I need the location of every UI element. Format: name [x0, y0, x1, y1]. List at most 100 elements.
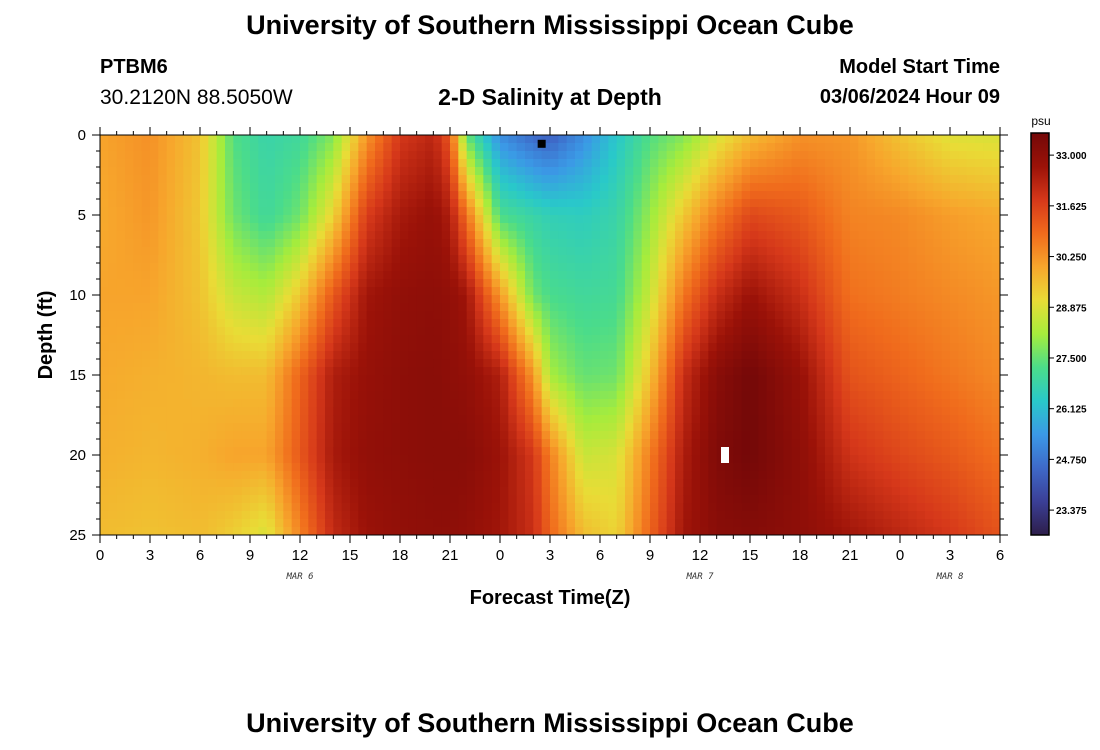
heatmap-cell [625, 455, 634, 464]
heatmap-cell [375, 255, 384, 264]
heatmap-cell [591, 359, 601, 368]
heatmap-cell [333, 527, 343, 535]
heatmap-cell [275, 359, 284, 368]
heatmap-cell [550, 271, 559, 280]
heatmap-cell [275, 423, 284, 432]
heatmap-cell [716, 231, 726, 240]
heatmap-cell [441, 359, 451, 368]
heatmap-cell [341, 191, 351, 200]
heatmap-cell [633, 519, 643, 528]
heatmap-cell [825, 175, 834, 184]
heatmap-cell [883, 511, 893, 520]
heatmap-cell [275, 447, 284, 456]
heatmap-cell [500, 391, 509, 400]
heatmap-cell [516, 215, 526, 224]
heatmap-cell [683, 527, 693, 535]
heatmap-cell [625, 423, 634, 432]
heatmap-cell [716, 263, 726, 272]
heatmap-cell [225, 311, 234, 320]
heatmap-cell [275, 239, 284, 248]
heatmap-cell [391, 391, 401, 400]
heatmap-cell [366, 471, 376, 480]
heatmap-cell [225, 479, 234, 488]
heatmap-cell [825, 287, 834, 296]
heatmap-cell [516, 239, 526, 248]
heatmap-cell [891, 255, 901, 264]
heatmap-cell [666, 503, 676, 512]
heatmap-cell [525, 279, 534, 288]
heatmap-cell [300, 295, 309, 304]
heatmap-cell [416, 327, 426, 336]
heatmap-cell [366, 255, 376, 264]
heatmap-cell [808, 447, 818, 456]
heatmap-cell [875, 215, 884, 224]
heatmap-cell [800, 527, 809, 535]
heatmap-cell [100, 303, 109, 312]
heatmap-cell [658, 431, 668, 440]
heatmap-cell [900, 447, 909, 456]
heatmap-cell [858, 527, 868, 535]
heatmap-cell [650, 231, 659, 240]
heatmap-cell [416, 231, 426, 240]
heatmap-cell [775, 351, 784, 360]
heatmap-cell [900, 439, 909, 448]
heatmap-cell [358, 519, 368, 528]
heatmap-cell [925, 375, 934, 384]
heatmap-cell [408, 383, 418, 392]
heatmap-cell [891, 527, 901, 535]
heatmap-cell [108, 391, 118, 400]
heatmap-cell [516, 175, 526, 184]
heatmap-cell [683, 359, 693, 368]
heatmap-cell [125, 487, 134, 496]
heatmap-cell [816, 263, 826, 272]
heatmap-cell [375, 447, 384, 456]
heatmap-cell [541, 239, 551, 248]
heatmap-cell [233, 359, 243, 368]
heatmap-cell [925, 399, 934, 408]
heatmap-cell [100, 319, 109, 328]
heatmap-cell [275, 479, 284, 488]
heatmap-cell [616, 319, 626, 328]
heatmap-cell [600, 399, 609, 408]
heatmap-cell [625, 519, 634, 528]
heatmap-cell [141, 423, 151, 432]
heatmap-cell [383, 383, 393, 392]
heatmap-cell [175, 151, 184, 160]
heatmap-cell [800, 487, 809, 496]
heatmap-cell [508, 495, 518, 504]
heatmap-cell [733, 351, 743, 360]
heatmap-cell [291, 223, 301, 232]
heatmap-cell [225, 151, 234, 160]
heatmap-cell [608, 311, 618, 320]
heatmap-cell [358, 207, 368, 216]
heatmap-cell [475, 303, 484, 312]
heatmap-cell [241, 255, 251, 264]
heatmap-cell [633, 399, 643, 408]
heatmap-cell [291, 471, 301, 480]
heatmap-cell [816, 527, 826, 535]
heatmap-cell [575, 431, 584, 440]
heatmap-cell [866, 151, 876, 160]
heatmap-cell [250, 519, 259, 528]
heatmap-cell [650, 463, 659, 472]
heatmap-cell [650, 519, 659, 528]
heatmap-cell [808, 271, 818, 280]
heatmap-cell [133, 271, 143, 280]
heatmap-cell [466, 351, 476, 360]
heatmap-cell [858, 479, 868, 488]
heatmap-cell [233, 311, 243, 320]
heatmap-cell [116, 519, 126, 528]
heatmap-cell [883, 135, 893, 144]
heatmap-cell [650, 383, 659, 392]
heatmap-cell [541, 431, 551, 440]
heatmap-cell [850, 135, 859, 144]
heatmap-cell [891, 167, 901, 176]
heatmap-cell [158, 207, 168, 216]
heatmap-cell [475, 287, 484, 296]
heatmap-cell [850, 183, 859, 192]
heatmap-cell [741, 199, 751, 208]
heatmap-cell [491, 207, 501, 216]
heatmap-cell [341, 335, 351, 344]
heatmap-cell [750, 303, 759, 312]
heatmap-cell [158, 399, 168, 408]
